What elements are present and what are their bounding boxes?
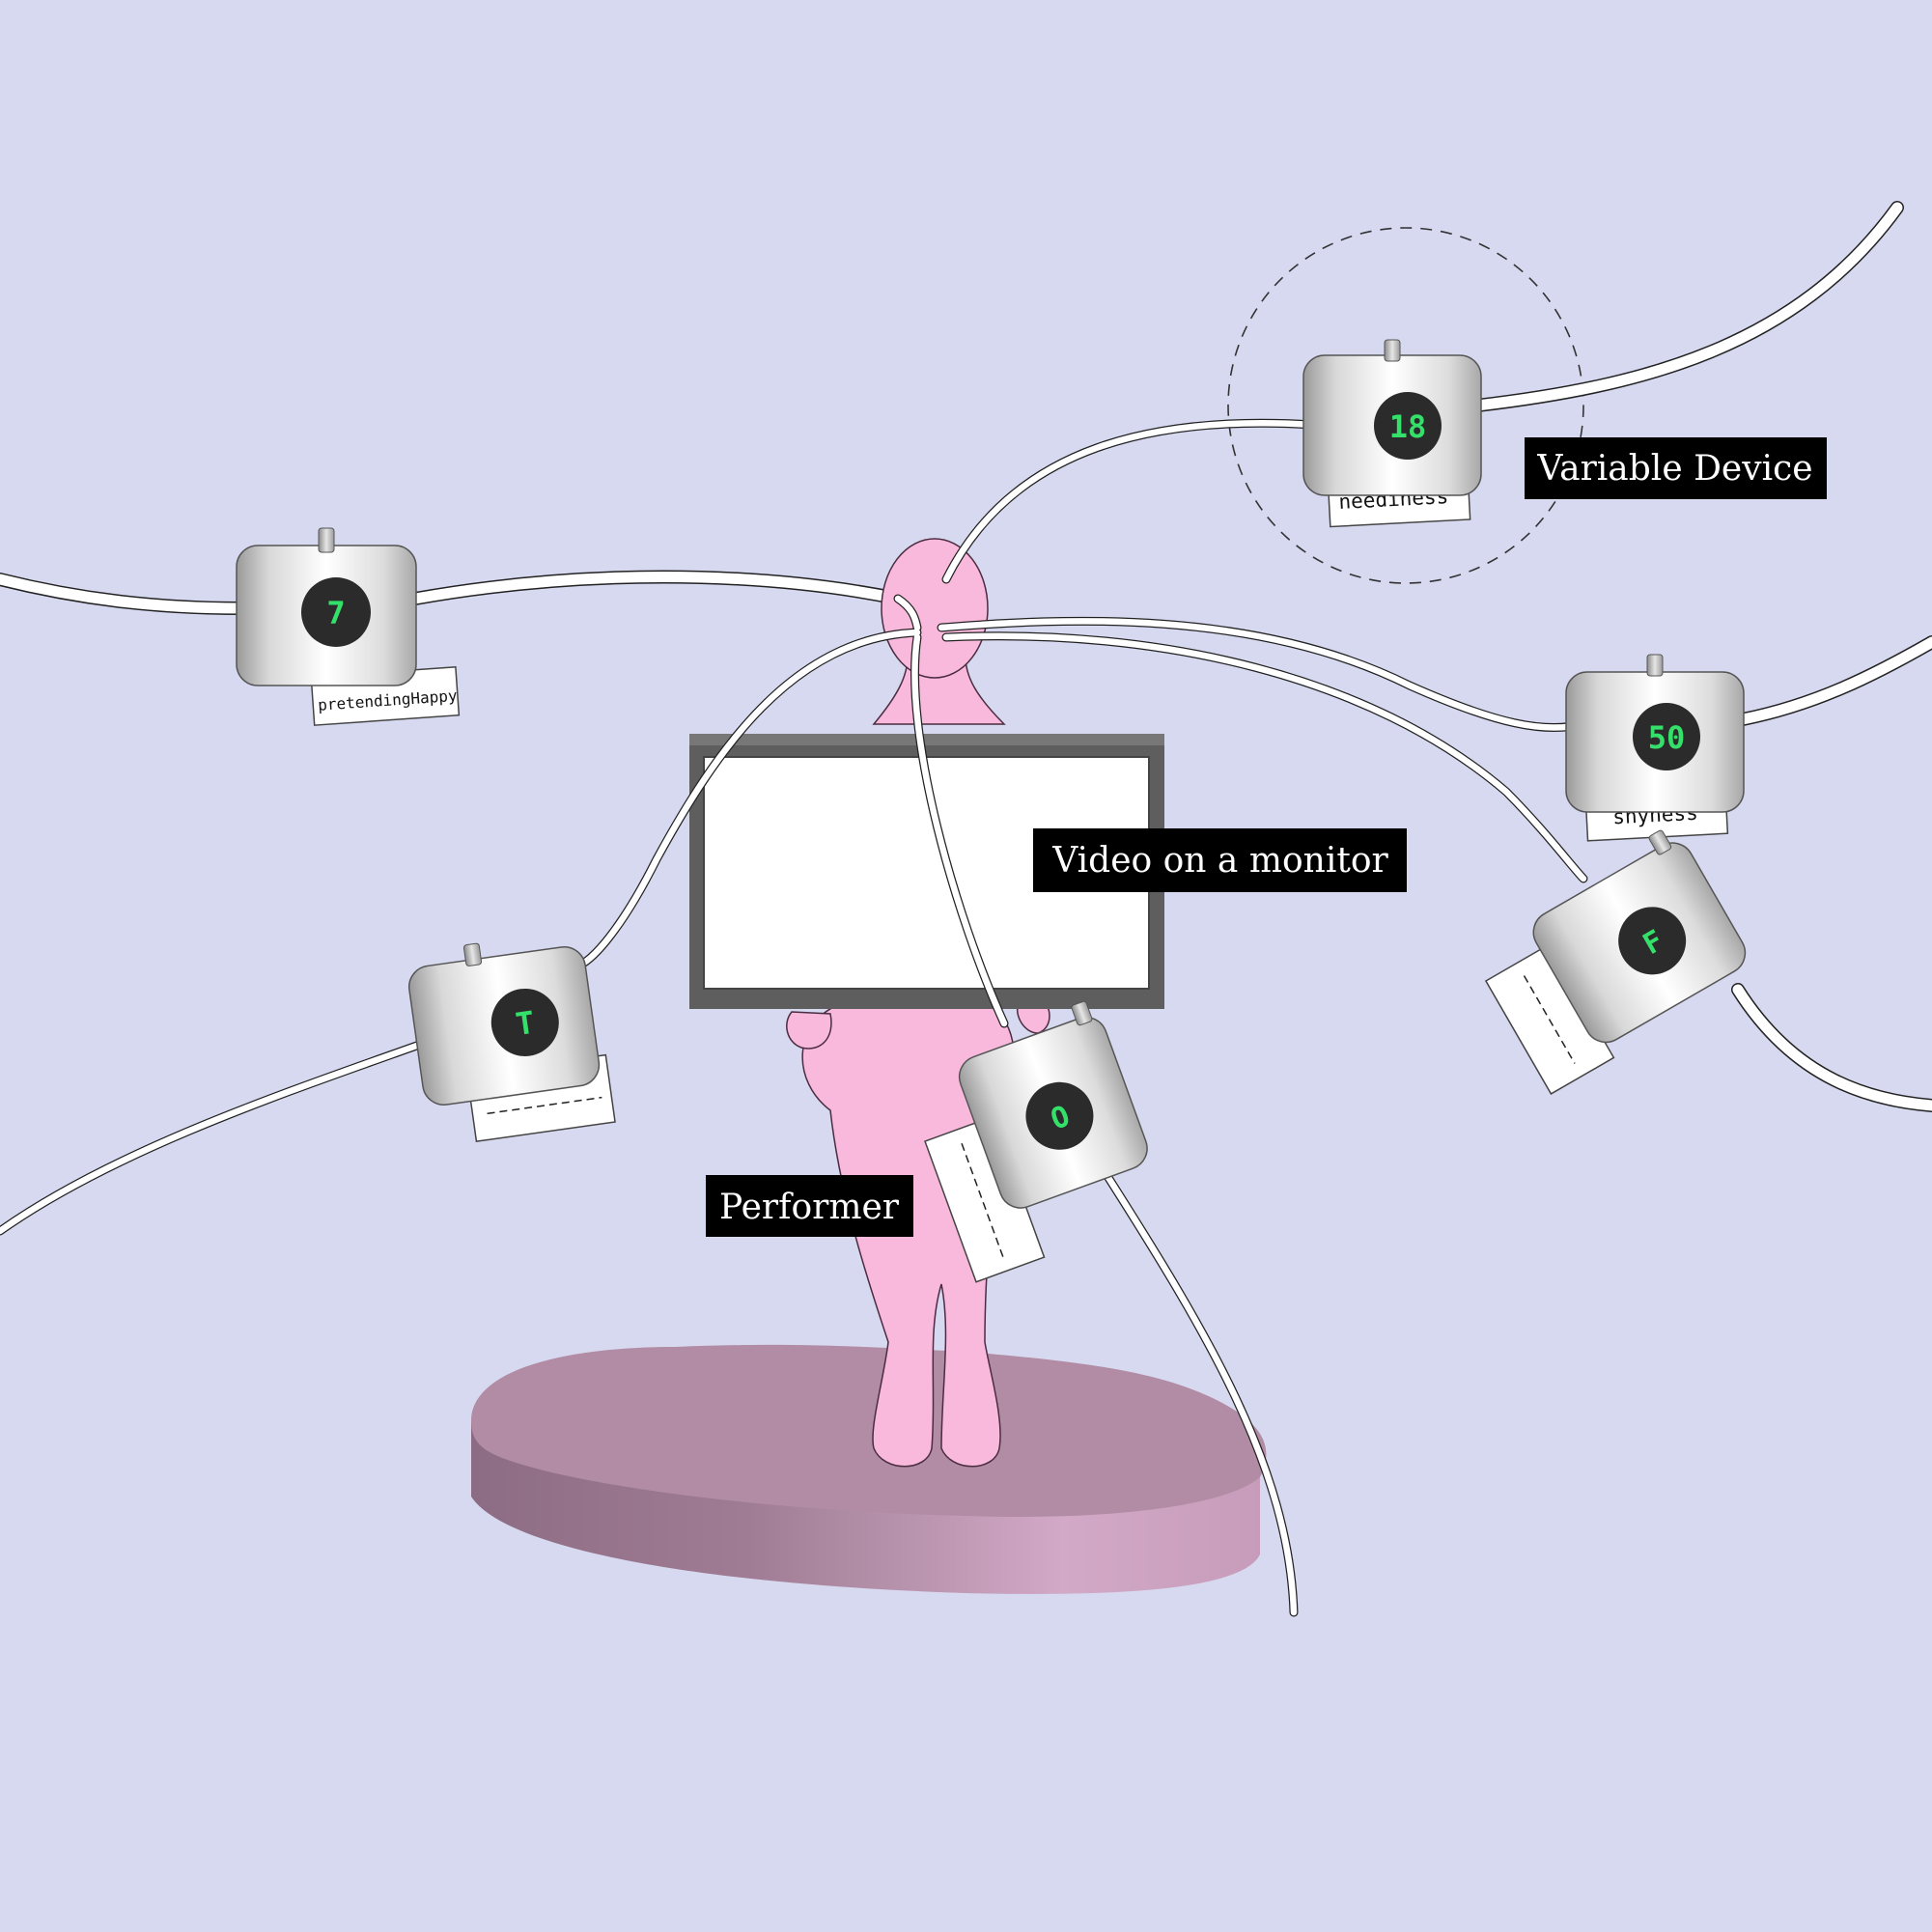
tag-dashed-line: [487, 1096, 602, 1115]
cables-back: [0, 201, 1932, 1112]
device-shyness: shyness 50: [1565, 654, 1745, 842]
label-variable-device-text: Variable Device: [1536, 449, 1812, 489]
tag-dashed-line: [961, 1142, 1004, 1257]
device-display: 50: [1648, 719, 1686, 756]
label-video-monitor: Video on a monitor: [1033, 828, 1407, 892]
tag-dashed-line: [1523, 975, 1576, 1064]
label-performer: Performer: [706, 1175, 913, 1237]
label-performer-text: Performer: [719, 1188, 900, 1227]
label-video-monitor-text: Video on a monitor: [1051, 841, 1388, 881]
device-display: 7: [326, 595, 345, 631]
cables-front: [0, 418, 1588, 1617]
device-right-lower: F: [1484, 829, 1747, 1095]
device-left-lower: T: [407, 942, 616, 1142]
highlight-circle: [1227, 227, 1584, 584]
device-display: 18: [1389, 408, 1427, 445]
device-center-lower: O: [924, 1000, 1148, 1283]
device-pretending-happy: pretendingHappy 7: [236, 527, 461, 726]
device-neediness: neediness 18: [1302, 339, 1482, 528]
platform: [471, 1344, 1267, 1594]
label-variable-device: Variable Device: [1525, 437, 1827, 499]
